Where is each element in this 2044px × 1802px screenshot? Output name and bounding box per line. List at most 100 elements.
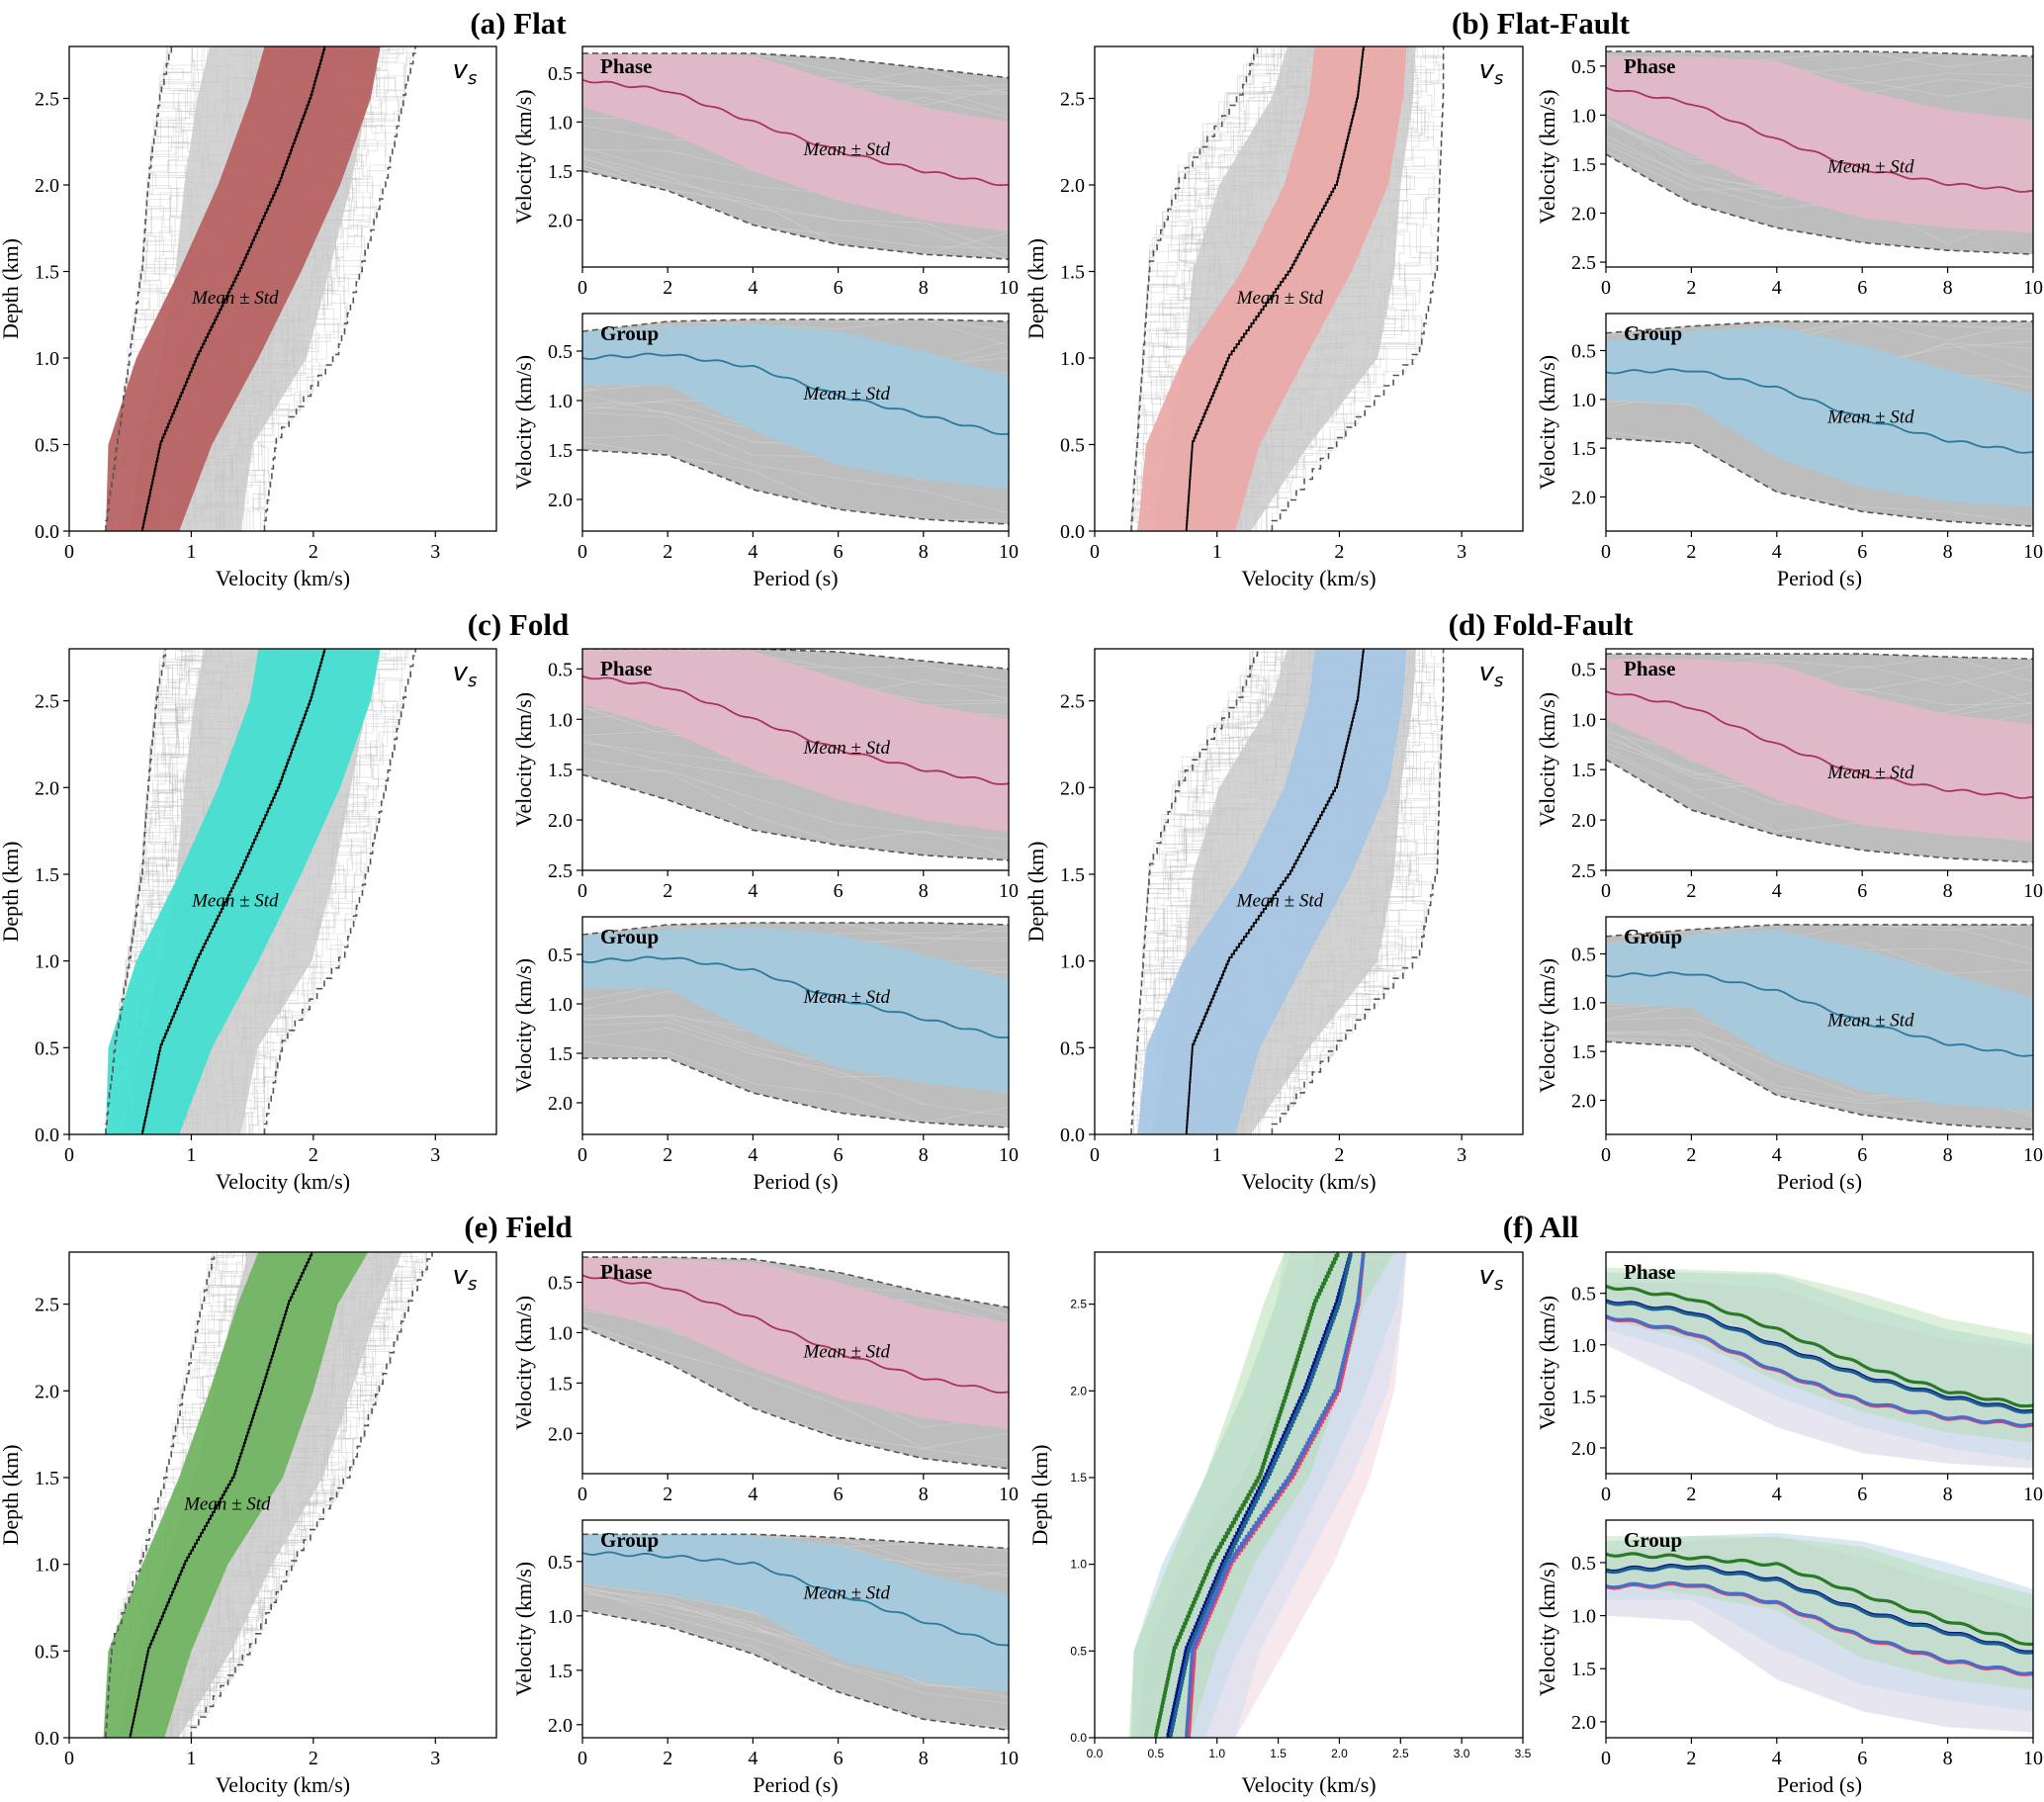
x-tick-label: 3 bbox=[430, 1144, 440, 1166]
x-tick-label: 8 bbox=[919, 541, 929, 563]
x-tick-label: 10 bbox=[999, 1748, 1019, 1769]
x-tick-label: 0 bbox=[578, 277, 587, 299]
std-band-field bbox=[1606, 1267, 2033, 1443]
mean-line bbox=[1606, 86, 2033, 193]
y-tick-label: 1.0 bbox=[35, 348, 59, 370]
y-tick-label: 1.5 bbox=[1070, 1471, 1087, 1485]
x-tick-label: 10 bbox=[999, 1144, 1019, 1166]
sample-profile bbox=[1272, 46, 1444, 531]
min-envelope bbox=[1606, 320, 2033, 334]
min-envelope bbox=[582, 52, 1009, 79]
x-tick-label: 6 bbox=[834, 277, 844, 299]
plot-area bbox=[582, 922, 1009, 1128]
x-axis-label: Period (s) bbox=[753, 1169, 838, 1194]
group-subplot-f: 0 2 4 6 8 10 0.5 1.0 1.5 2.0 Group Period (s) Veloci… bbox=[1535, 1519, 2043, 1797]
phase-subplot-e: Mean ± Std 0 2 4 6 8 10 0.5 1.0 1.5 2.0 Phase Veloci… bbox=[511, 1251, 1019, 1505]
min-envelope bbox=[1606, 50, 2033, 57]
sample-curve bbox=[1606, 924, 2033, 946]
sample-curve bbox=[582, 1588, 1009, 1704]
axes-frame bbox=[1605, 313, 2034, 532]
x-tick-label: 10 bbox=[2023, 1144, 2043, 1166]
y-tick-label: 1.0 bbox=[548, 1606, 573, 1628]
plot-area bbox=[1606, 320, 2033, 527]
y-tick-label: 2.5 bbox=[1060, 89, 1085, 111]
axes-frame bbox=[581, 1251, 1010, 1475]
group-label: Group bbox=[600, 925, 659, 948]
y-tick-label: 0.5 bbox=[35, 435, 59, 457]
vs-label: vs bbox=[1479, 1261, 1504, 1295]
mean-line-fold-fault bbox=[1185, 1252, 1366, 1738]
y-tick-label: 0.5 bbox=[548, 63, 573, 85]
axes-frame bbox=[581, 313, 1010, 532]
group-subplot-e: Mean ± Std 0 2 4 6 8 10 0.5 1.0 1.5 2.0 Group Period… bbox=[511, 1519, 1019, 1797]
mean-line-field bbox=[1606, 1552, 2033, 1647]
mean-std-annotation: Mean ± Std bbox=[802, 738, 890, 759]
max-envelope bbox=[1606, 759, 2033, 863]
y-tick-label: 1.5 bbox=[548, 1043, 573, 1065]
sample-profile bbox=[242, 649, 401, 1134]
x-tick-label: 2 bbox=[663, 1484, 672, 1505]
x-tick-label: 2 bbox=[1334, 1144, 1344, 1166]
vs-label-v: v bbox=[1479, 1261, 1495, 1291]
vs-subplot-e: Mean ± Std 0 1 2 3 0.0 0.5 1.0 1.5 2.0 2.5 vs Veloci… bbox=[0, 1251, 497, 1797]
x-axis-label: Period (s) bbox=[1777, 566, 1862, 590]
axes-frame bbox=[1605, 1251, 2034, 1475]
std-band bbox=[1606, 55, 2033, 233]
y-axis-label: Velocity (km/s) bbox=[511, 1296, 536, 1430]
y-tick-label: 1.0 bbox=[1060, 348, 1085, 370]
vs-label: vs bbox=[1479, 658, 1504, 691]
y-tick-label: 2.5 bbox=[35, 1295, 59, 1316]
y-tick-label: 1.5 bbox=[548, 1661, 573, 1682]
vs-label-sub: s bbox=[1494, 1274, 1503, 1295]
x-tick-label: 8 bbox=[1943, 880, 1953, 902]
y-axis-label: Velocity (km/s) bbox=[1535, 355, 1559, 490]
mean-std-annotation: Mean ± Std bbox=[802, 1583, 890, 1604]
group-label: Group bbox=[600, 1528, 659, 1552]
sample-curve bbox=[582, 758, 1009, 856]
y-tick-label: 2.5 bbox=[35, 89, 59, 111]
vs-subplot-b: Mean ± Std 0 1 2 3 0.0 0.5 1.0 1.5 2.0 2.5 vs Veloci… bbox=[1023, 45, 1524, 590]
y-axis-label: Velocity (km/s) bbox=[1535, 692, 1559, 827]
y-axis-label: Depth (km) bbox=[0, 238, 23, 339]
y-tick-label: 2.5 bbox=[1571, 252, 1596, 274]
y-tick-label: 2.0 bbox=[1571, 1438, 1596, 1460]
phase-label: Phase bbox=[1624, 1260, 1676, 1284]
y-tick-label: 0.5 bbox=[548, 1273, 573, 1295]
y-tick-label: 1.0 bbox=[1571, 105, 1596, 127]
std-band bbox=[103, 1252, 369, 1738]
x-tick-label: 2 bbox=[663, 1144, 672, 1166]
y-tick-label: 0.5 bbox=[548, 1552, 573, 1574]
y-tick-label: 0.5 bbox=[1571, 1553, 1596, 1575]
axes-frame bbox=[1094, 648, 1524, 1135]
max-envelope bbox=[582, 1057, 1009, 1128]
y-tick-label: 2.0 bbox=[1571, 203, 1596, 225]
y-tick-label: 1.0 bbox=[35, 1555, 59, 1577]
x-tick-label: 10 bbox=[2023, 541, 2043, 563]
y-tick-label: 0.0 bbox=[1060, 1125, 1085, 1146]
x-tick-label: 2.0 bbox=[1331, 1747, 1348, 1760]
vs-label-sub: s bbox=[468, 1274, 477, 1295]
vs-label-v: v bbox=[1479, 658, 1495, 687]
x-tick-label: 0 bbox=[1601, 277, 1611, 299]
x-tick-label: 1 bbox=[1212, 541, 1222, 563]
x-tick-label: 6 bbox=[1857, 1484, 1867, 1505]
x-tick-label: 6 bbox=[1857, 541, 1867, 563]
x-tick-label: 4 bbox=[748, 541, 757, 563]
x-tick-label: 4 bbox=[1772, 880, 1782, 902]
x-tick-label: 10 bbox=[999, 1484, 1019, 1505]
x-tick-label: 2 bbox=[1686, 1748, 1696, 1769]
y-tick-label: 2.0 bbox=[1571, 810, 1596, 832]
sample-profile bbox=[1260, 649, 1443, 1134]
y-axis-label: Depth (km) bbox=[0, 841, 23, 942]
sample-curve bbox=[582, 1322, 1009, 1461]
y-tick-label: 2.0 bbox=[1571, 1712, 1596, 1734]
group-label: Group bbox=[600, 321, 659, 345]
y-tick-label: 1.5 bbox=[1060, 864, 1085, 886]
min-envelope bbox=[105, 649, 167, 1134]
std-band bbox=[1606, 659, 2033, 841]
sample-curve bbox=[1606, 320, 2033, 343]
plot-area bbox=[1606, 50, 2033, 255]
panel-title-d: (d) Fold-Fault bbox=[1449, 607, 1635, 642]
y-tick-label: 2.5 bbox=[548, 860, 573, 882]
x-tick-label: 8 bbox=[1943, 1144, 1953, 1166]
